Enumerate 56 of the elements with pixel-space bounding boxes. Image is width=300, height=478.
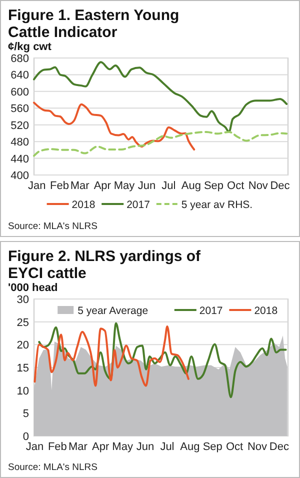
x-tick-label: Jan [28, 180, 46, 192]
x-tick-label: Nov [248, 180, 268, 192]
y-tick-label: 440 [10, 153, 29, 166]
x-tick-label: Jun [138, 180, 156, 192]
x-tick-label: May [112, 441, 134, 453]
y-tick-label: 400 [10, 170, 29, 182]
line-series [38, 322, 287, 398]
x-tick-label: Mar [68, 441, 88, 453]
x-tick-label: Jun [136, 441, 154, 453]
x-tick-label: May [114, 180, 136, 192]
y-tick-label: 10 [16, 385, 29, 398]
y-tick-label: 480 [10, 136, 29, 149]
x-tick-label: Aug [180, 441, 200, 453]
x-tick-label: Dec [270, 180, 290, 192]
y-tick-label: 0 [22, 431, 29, 443]
x-tick-label: Jan [26, 441, 44, 453]
y-tick-label: 640 [10, 70, 29, 82]
x-tick-label: Oct [226, 441, 244, 453]
y-tick-label: 560 [10, 103, 29, 116]
x-tick-label: Jul [162, 180, 176, 192]
source-note: Source: MLA's NLRS [8, 462, 98, 473]
x-tick-label: Apr [94, 180, 112, 192]
legend-label: 2017 [126, 199, 150, 211]
y-tick-label: 25 [16, 316, 29, 329]
y-axis-title: '000 head [8, 282, 58, 294]
line-series [33, 61, 288, 133]
legend-label: 5 year av RHS. [181, 199, 253, 211]
y-axis-title: ¢/kg cwt [8, 41, 52, 53]
legend-label: 5 year Average [78, 305, 148, 317]
x-tick-label: Dec [269, 441, 290, 453]
x-tick-label: Jul [160, 441, 174, 453]
y-tick-label: 680 [10, 53, 29, 65]
source-note: Source: MLA's NLRS [8, 221, 98, 232]
x-tick-label: Sep [204, 180, 224, 192]
chart-title: Figure 2. NLRS yardings of EYCI cattle [8, 248, 202, 282]
line-series [34, 325, 190, 387]
y-tick-label: 30 [16, 294, 29, 306]
line-series [33, 102, 196, 151]
legend-label: 2018 [72, 199, 96, 211]
y-tick-label: 15 [16, 362, 29, 374]
x-tick-label: Oct [227, 180, 244, 192]
legend-label: 2018 [254, 305, 278, 317]
y-tick-label: 5 [22, 408, 29, 420]
x-tick-label: Mar [70, 180, 90, 192]
x-tick-label: Feb [48, 441, 67, 453]
x-tick-label: Feb [50, 180, 69, 192]
y-tick-label: 600 [10, 86, 29, 98]
line-series [33, 130, 288, 157]
x-tick-label: Sep [202, 441, 222, 453]
chart-title: Figure 1. Eastern Young Cattle Indicator [8, 7, 180, 41]
y-tick-label: 520 [10, 120, 29, 132]
y-tick-label: 20 [16, 340, 29, 352]
x-tick-label: Nov [247, 441, 268, 453]
legend-label: 2017 [199, 305, 223, 317]
x-tick-label: Aug [181, 180, 201, 192]
x-tick-label: Apr [92, 441, 110, 453]
